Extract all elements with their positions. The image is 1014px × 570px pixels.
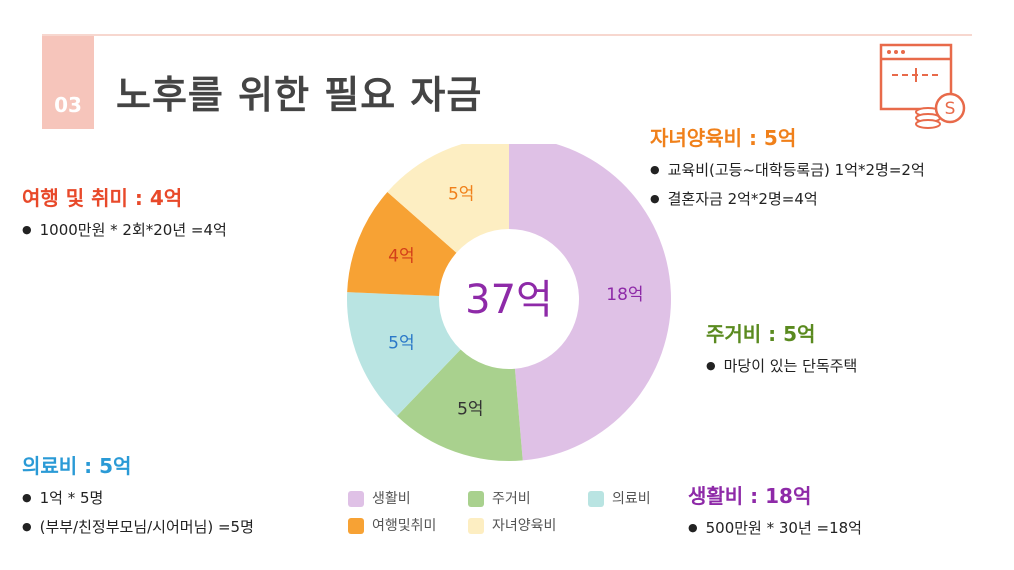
legend-item-travel: 여행및취미: [348, 515, 436, 535]
donut-slice-2: [347, 292, 461, 416]
housing-heading: 주거비 : 5억: [706, 322, 816, 346]
donut-slice-0: [509, 144, 671, 461]
donut-center-total: 37억: [465, 277, 553, 323]
legend-item-living: 생활비: [348, 488, 411, 508]
living-heading: 생활비 : 18억: [688, 484, 812, 508]
medical-heading: 의료비 : 5억: [22, 454, 132, 478]
page-title: 노후를 위한 필요 자금: [116, 73, 483, 117]
legend-swatch: [348, 518, 364, 534]
legend-label: 주거비: [492, 491, 531, 507]
slice-data-label: 5억: [388, 333, 414, 353]
legend-swatch: [468, 518, 484, 534]
travel-heading: 여행 및 취미 : 4억: [22, 186, 183, 210]
donut-slice-4: [387, 144, 509, 253]
legend-item-education: 자녀양육비: [468, 515, 556, 535]
legend-swatch: [588, 491, 604, 507]
living-info-block: 생활비 : 18억 500만원 * 30년 =18억: [688, 480, 862, 546]
slice-data-label: 5억: [457, 399, 483, 419]
medical-info-block: 의료비 : 5억 1억 * 5명 (부부/친정부모님/시어머님) =5명: [22, 450, 254, 545]
legend-item-housing: 주거비: [468, 488, 531, 508]
slice-data-label: 5억: [448, 184, 474, 204]
legend-swatch: [468, 491, 484, 507]
travel-info-block: 여행 및 취미 : 4억 1000만원 * 2회*20년 =4억: [22, 182, 227, 248]
legend-item-medical: 의료비: [588, 488, 651, 508]
travel-item: 1000만원 * 2회*20년 =4억: [22, 219, 227, 240]
slice-data-label: 18억: [606, 285, 643, 305]
slice-data-label: 4억: [388, 247, 414, 267]
education-item: 결혼자금 2억*2명=4억: [650, 188, 925, 209]
education-item: 교육비(고등~대학등록금) 1억*2명=2억: [650, 159, 925, 180]
slide-number: 03: [54, 93, 82, 117]
money-window-icon: S: [878, 42, 970, 134]
donut-chart: 18억 5억 5억 4억 5억 37억: [347, 144, 671, 461]
legend-label: 생활비: [372, 491, 411, 507]
legend-label: 여행및취미: [372, 518, 437, 534]
medical-item: 1억 * 5명: [22, 487, 254, 508]
living-item: 500만원 * 30년 =18억: [688, 517, 862, 538]
housing-info-block: 주거비 : 5억 마당이 있는 단독주택: [706, 318, 857, 384]
top-divider: [42, 34, 972, 36]
slide-number-box: 03: [42, 36, 94, 129]
housing-item: 마당이 있는 단독주택: [706, 355, 858, 376]
donut-slice-1: [396, 349, 523, 461]
legend-label: 의료비: [612, 491, 651, 507]
education-heading: 자녀양육비 : 5억: [650, 126, 797, 150]
education-info-block: 자녀양육비 : 5억 교육비(고등~대학등록금) 1억*2명=2억 결혼자금 2…: [650, 122, 925, 217]
legend-swatch: [348, 491, 364, 507]
legend-label: 자녀양육비: [492, 518, 557, 534]
svg-text:S: S: [945, 99, 956, 119]
medical-item: (부부/친정부모님/시어머님) =5명: [22, 516, 254, 537]
donut-slice-3: [347, 191, 457, 297]
